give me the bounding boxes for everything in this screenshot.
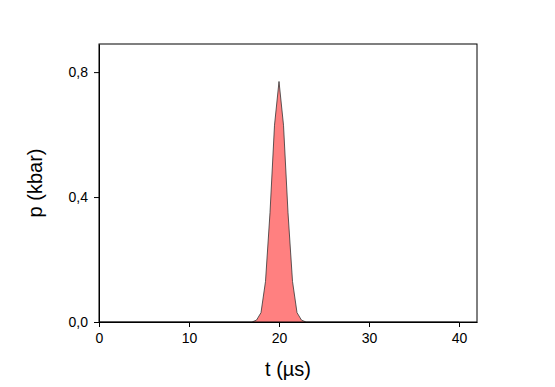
x-tick-label: 20 <box>272 330 288 346</box>
x-tick-mark <box>369 322 370 327</box>
y-tick-label: 0,0 <box>69 314 89 330</box>
y-tick: 0,4 <box>69 189 99 205</box>
x-tick: 20 <box>272 322 288 346</box>
x-tick: 10 <box>182 322 198 346</box>
y-tick: 0,0 <box>69 314 99 330</box>
plot-area: 0 10 20 30 40 0,0 0,4 0,8 <box>69 44 478 346</box>
x-tick-mark <box>189 322 190 327</box>
y-tick: 0,8 <box>69 64 99 80</box>
y-tick-mark <box>94 197 99 198</box>
y-axis: 0,0 0,4 0,8 <box>69 45 100 330</box>
x-tick: 40 <box>452 322 468 346</box>
x-tick-label: 40 <box>452 330 468 346</box>
x-tick: 30 <box>362 322 378 346</box>
area-fill <box>99 81 459 322</box>
area-outline <box>99 81 459 322</box>
y-axis-line <box>99 45 100 323</box>
x-tick-mark <box>279 322 280 327</box>
x-tick: 0 <box>96 322 104 346</box>
y-tick-mark <box>94 322 99 323</box>
x-tick-mark <box>99 322 100 327</box>
x-tick-label: 0 <box>96 330 104 346</box>
x-axis-line <box>100 322 478 323</box>
x-tick-label: 30 <box>362 330 378 346</box>
x-axis-title: t (µs) <box>265 358 311 380</box>
x-tick-mark <box>459 322 460 327</box>
y-tick-label: 0,8 <box>69 64 89 80</box>
chart: 0 10 20 30 40 0,0 0,4 0,8 t (µs) p (kbar) <box>0 0 555 387</box>
x-axis: 0 10 20 30 40 <box>96 322 478 346</box>
y-tick-mark <box>94 72 99 73</box>
marks <box>99 81 459 322</box>
plot-frame <box>99 44 477 322</box>
x-tick-label: 10 <box>182 330 198 346</box>
y-tick-label: 0,4 <box>69 189 89 205</box>
y-axis-title: p (kbar) <box>24 149 46 218</box>
